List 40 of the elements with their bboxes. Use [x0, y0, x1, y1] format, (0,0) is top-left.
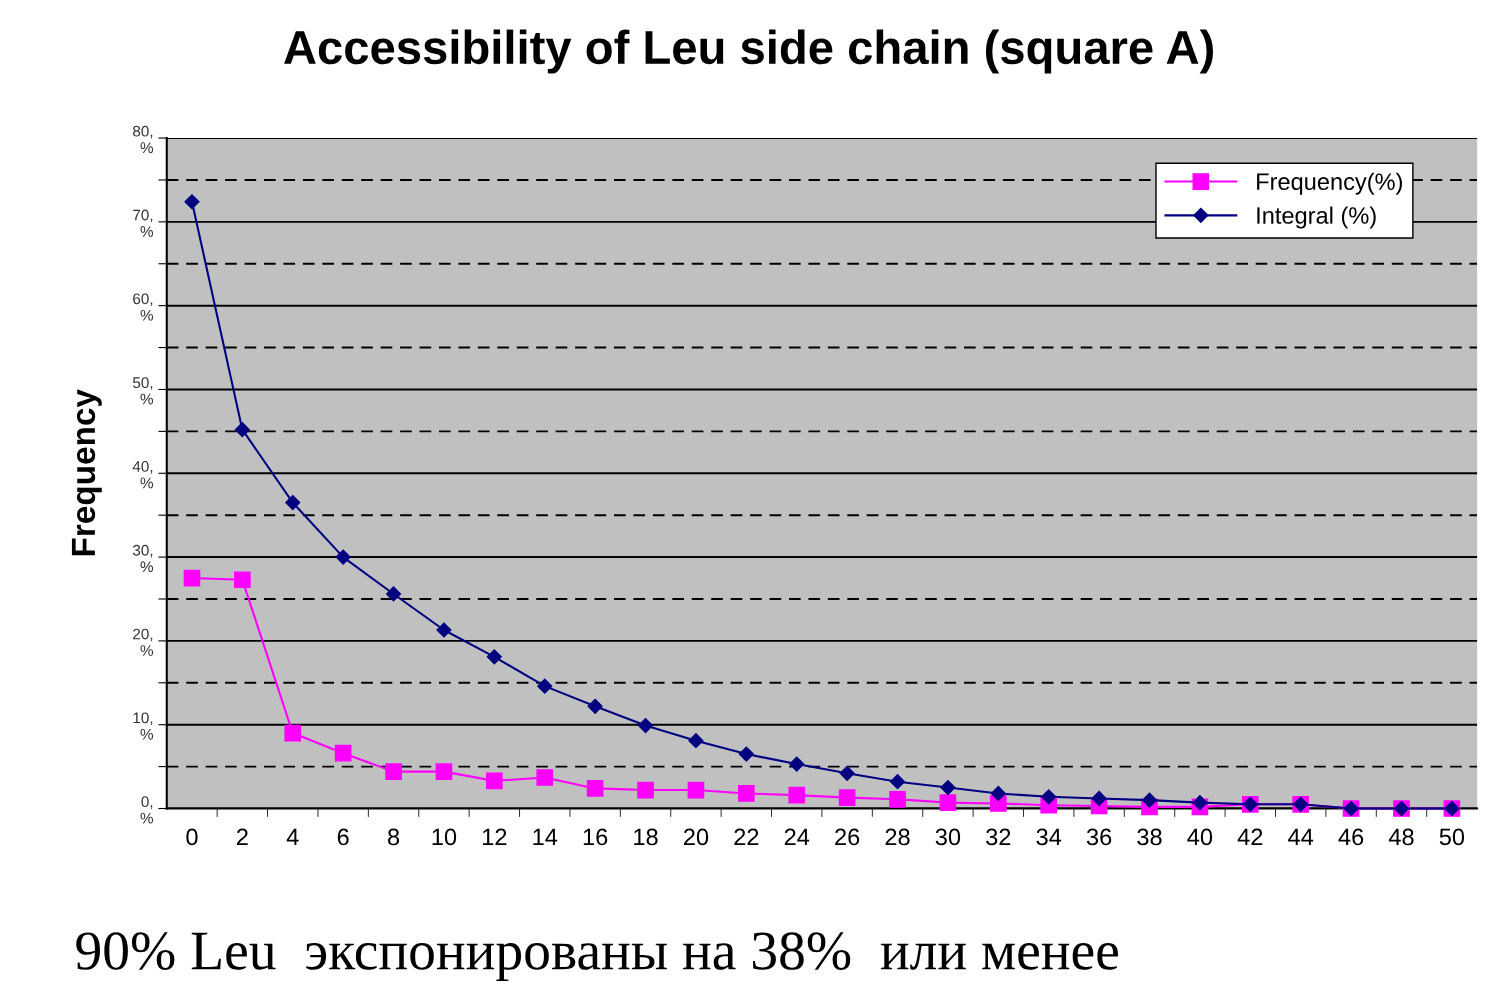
x-tick-label: 0 [186, 828, 198, 846]
x-tick-label: 40 [1187, 828, 1213, 846]
x-tick-label: 22 [734, 828, 759, 846]
y-tick-label: 10, % [133, 712, 154, 740]
x-tick-label: 26 [835, 828, 860, 846]
y-axis-title: Frequency [71, 389, 102, 556]
text: 90% Leu экспонированы на 38% или менее [76, 932, 1118, 982]
x-tick-label: 18 [634, 828, 658, 846]
x-tick-label: 36 [1086, 828, 1112, 846]
x-tick-label: 50 [1439, 828, 1465, 846]
y-tick-label: 70, % [133, 209, 154, 237]
x-tick-label: 20 [683, 828, 709, 846]
y-tick-label: 30, % [132, 544, 154, 573]
legend-label: Integral (%) [1257, 206, 1376, 229]
y-tick-label: 60, % [133, 293, 154, 321]
x-tick-label: 14 [533, 828, 558, 846]
legend-label: Frequency(%) [1257, 172, 1402, 195]
x-tick-label: 24 [784, 828, 810, 846]
x-tick-label: 38 [1137, 828, 1162, 846]
chart-title: Accessibility of Leu side chain (square A) [284, 29, 1213, 74]
x-tick-label: 6 [337, 828, 349, 846]
x-tick-label: 12 [483, 828, 507, 846]
x-tick-label: 10 [432, 828, 457, 846]
x-tick-label: 34 [1036, 828, 1062, 846]
y-tick-label: 0, % [140, 796, 154, 824]
y-tick-label: 20, % [133, 628, 154, 656]
x-tick-label: 48 [1388, 828, 1414, 846]
x-tick-label: 16 [583, 828, 608, 846]
x-tick-label: 42 [1237, 828, 1263, 846]
y-tick-label: 80, % [133, 125, 154, 153]
y-tick-label: 40, % [132, 461, 154, 489]
x-tick-label: 44 [1288, 828, 1314, 846]
x-tick-label: 8 [388, 828, 400, 846]
y-tick-label: 50, % [132, 377, 154, 405]
x-tick-label: 4 [286, 828, 299, 846]
x-tick-label: 32 [986, 828, 1011, 846]
x-tick-label: 28 [885, 828, 910, 846]
x-tick-label: 30 [935, 828, 961, 846]
x-tick-label: 46 [1338, 828, 1364, 846]
x-tick-label: 2 [236, 828, 248, 846]
